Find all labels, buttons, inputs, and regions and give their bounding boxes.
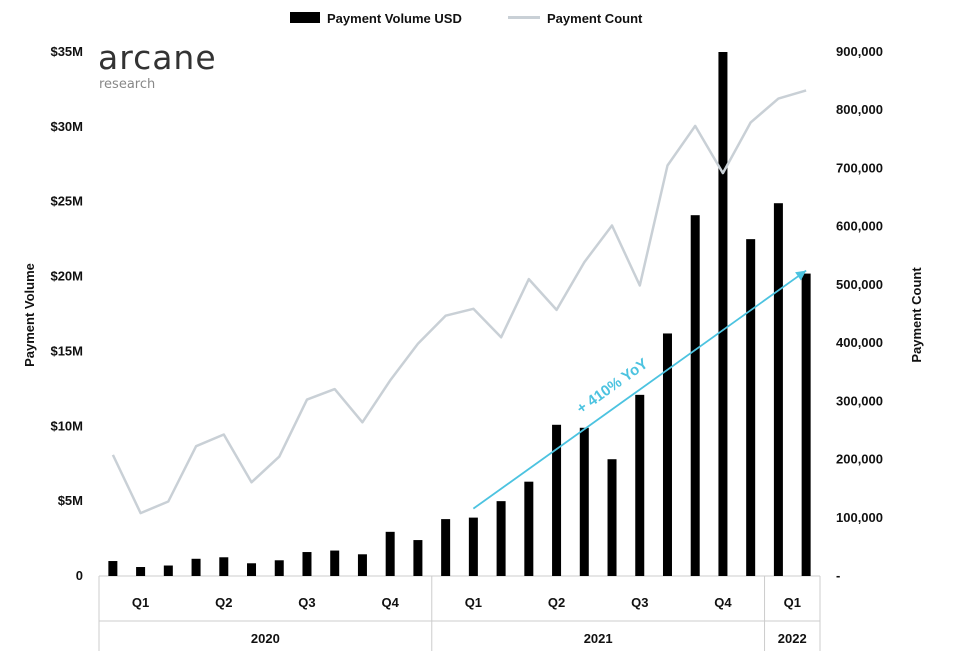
- y-axis-ticks: 0 $5M $10M $15M $20M $25M $30M $35M: [50, 44, 83, 583]
- x-quarter-label: Q4: [714, 595, 732, 610]
- line-series: [111, 89, 807, 515]
- bar: [441, 519, 451, 576]
- bar: [302, 552, 312, 576]
- bar: [524, 481, 534, 576]
- bar: [219, 557, 229, 576]
- y2-tick-label: 800,000: [836, 102, 883, 117]
- y-tick-label: $30M: [50, 119, 83, 134]
- logo-subtitle: research: [99, 77, 155, 92]
- y-tick-label: $10M: [50, 418, 83, 433]
- bar: [163, 565, 173, 576]
- legend-line-label: Payment Count: [547, 11, 643, 26]
- payment-count-line: [111, 89, 807, 515]
- x-quarter-label: Q4: [382, 595, 400, 610]
- legend-bar-label: Payment Volume USD: [327, 11, 462, 26]
- bar: [385, 531, 395, 576]
- bar: [607, 459, 617, 576]
- annotation-arrowhead: [795, 270, 807, 281]
- x-axis: Q1 Q2 Q3 Q4 Q1 Q2 Q3 Q4 Q1 2020 2021 2022: [98, 575, 821, 651]
- y-tick-label: $5M: [58, 493, 83, 508]
- bar: [552, 424, 562, 576]
- bar: [413, 540, 423, 576]
- bar: [357, 554, 367, 576]
- bar: [690, 215, 700, 576]
- bar: [635, 394, 645, 576]
- y2-tick-label: 400,000: [836, 335, 883, 350]
- y2-tick-label: 700,000: [836, 160, 883, 175]
- bar: [108, 561, 118, 576]
- x-year-label: 2021: [584, 631, 613, 646]
- bar: [274, 560, 284, 576]
- y2-tick-label: -: [836, 568, 840, 583]
- x-quarter-label: Q1: [784, 595, 801, 610]
- x-quarter-label: Q2: [215, 595, 232, 610]
- bar: [191, 558, 201, 576]
- x-quarter-label: Q3: [298, 595, 315, 610]
- legend-bar-swatch: [290, 12, 320, 23]
- bar: [579, 427, 589, 576]
- y2-axis-title: Payment Count: [909, 267, 924, 363]
- y-axis-title: Payment Volume: [22, 263, 37, 367]
- bar: [496, 501, 506, 576]
- bar: [773, 203, 783, 576]
- y-tick-label: 0: [76, 568, 83, 583]
- x-year-label: 2020: [251, 631, 280, 646]
- bar-series: [108, 52, 811, 576]
- y2-axis-ticks: - 100,000 200,000 300,000 400,000 500,000 600,…: [836, 44, 883, 583]
- y2-tick-label: 500,000: [836, 277, 883, 292]
- bar: [662, 333, 672, 576]
- logo: arcane research: [98, 38, 217, 92]
- y2-tick-label: 200,000: [836, 452, 883, 467]
- y-tick-label: $15M: [50, 343, 83, 358]
- bar: [247, 563, 257, 576]
- y-tick-label: $25M: [50, 194, 83, 209]
- y2-tick-label: 300,000: [836, 393, 883, 408]
- bar: [136, 567, 146, 576]
- bar: [801, 273, 811, 576]
- x-quarter-label: Q1: [465, 595, 482, 610]
- bar: [330, 550, 340, 576]
- y-tick-label: $20M: [50, 269, 83, 284]
- legend: Payment Volume USD Payment Count: [290, 11, 643, 26]
- bar: [468, 517, 478, 576]
- y-tick-label: $35M: [50, 44, 83, 59]
- y2-tick-label: 600,000: [836, 219, 883, 234]
- bar: [746, 239, 756, 576]
- bar: [718, 52, 728, 576]
- x-quarter-label: Q3: [631, 595, 648, 610]
- logo-name: arcane: [98, 38, 217, 77]
- x-quarter-label: Q1: [132, 595, 149, 610]
- y2-tick-label: 900,000: [836, 44, 883, 59]
- x-year-label: 2022: [778, 631, 807, 646]
- annotation-arrow-line: [472, 269, 807, 510]
- x-quarter-label: Q2: [548, 595, 565, 610]
- y2-tick-label: 100,000: [836, 510, 883, 525]
